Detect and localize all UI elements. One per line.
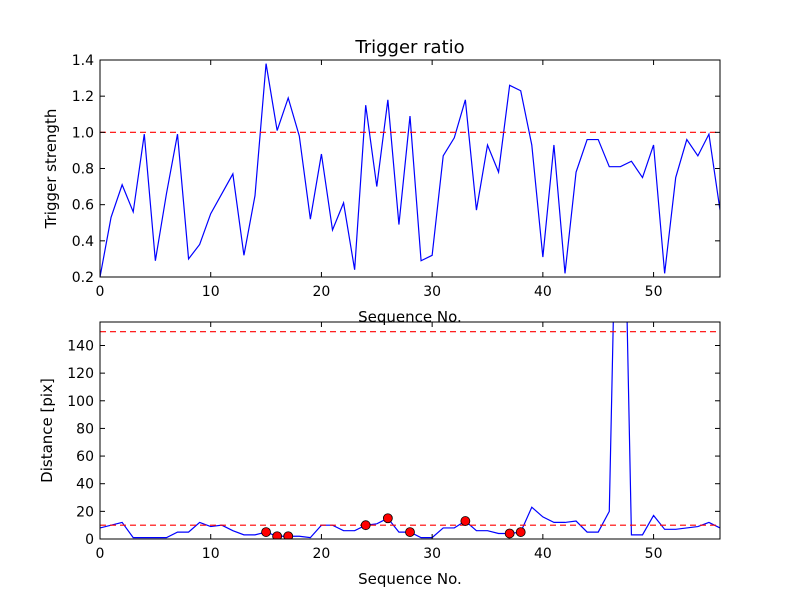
distance-axes-frame: [99, 321, 721, 540]
series-line: [100, 63, 720, 277]
trigger-ratio-ticks: 0 10 20 30 40 50 0.2 0.4 0.6 0.8 1.0 1.2 1.4: [72, 53, 720, 300]
y-tick-label: 0.8: [72, 162, 94, 178]
y-tick-label: 0: [85, 532, 94, 548]
x-tick-label: 40: [534, 546, 552, 562]
y-tick-label: 40: [76, 477, 94, 493]
y-axis-label: Distance [pix]: [38, 378, 56, 483]
x-tick-label: 10: [202, 284, 220, 300]
y-tick-label: 1.0: [72, 125, 94, 141]
data-point-marker: [272, 531, 283, 539]
y-tick-label: 0.4: [72, 234, 94, 250]
y-tick-label: 0.2: [72, 270, 94, 286]
chart-title: Trigger ratio: [354, 37, 464, 58]
data-point-marker: [405, 527, 415, 537]
data-point-marker: [504, 528, 515, 539]
x-tick-label: 30: [423, 284, 441, 300]
distance-ticks: 0 10 20 30 40 50 0 20 40 60 80 100 120 140: [67, 322, 720, 562]
data-point-marker: [360, 520, 371, 531]
x-tick-label: 40: [534, 284, 552, 300]
x-axis-label: Sequence No.: [358, 308, 462, 326]
x-tick-label: 0: [96, 546, 105, 562]
x-tick-label: 10: [202, 546, 220, 562]
y-axis-label: Trigger strength: [42, 109, 60, 230]
x-tick-label: 0: [96, 284, 105, 300]
data-point-marker: [515, 527, 526, 537]
data-point-marker: [261, 527, 271, 537]
distance-panel: 0 10 20 30 40 50 0 20 40 60 80 100 120 140 Sequence N…: [38, 321, 721, 588]
y-tick-label: 1.2: [72, 89, 94, 105]
y-tick-label: 120: [67, 366, 94, 382]
y-tick-label: 100: [67, 394, 94, 410]
x-tick-label: 30: [423, 546, 441, 562]
y-tick-label: 60: [76, 449, 94, 465]
y-tick-label: 20: [76, 504, 94, 520]
trigger-ratio-data: [100, 63, 720, 277]
x-tick-label: 20: [313, 284, 331, 300]
y-tick-label: 140: [67, 338, 94, 354]
x-tick-label: 20: [313, 546, 331, 562]
data-point-marker: [382, 513, 393, 524]
data-point-marker: [460, 516, 471, 526]
y-tick-label: 80: [76, 421, 94, 437]
y-tick-label: 1.4: [72, 53, 94, 69]
distance-data: [100, 322, 720, 539]
x-tick-label: 50: [645, 546, 663, 562]
x-axis-label: Sequence No.: [358, 570, 462, 588]
x-tick-label: 50: [645, 284, 663, 300]
data-point-marker: [283, 531, 294, 539]
y-tick-label: 0.6: [72, 198, 94, 214]
